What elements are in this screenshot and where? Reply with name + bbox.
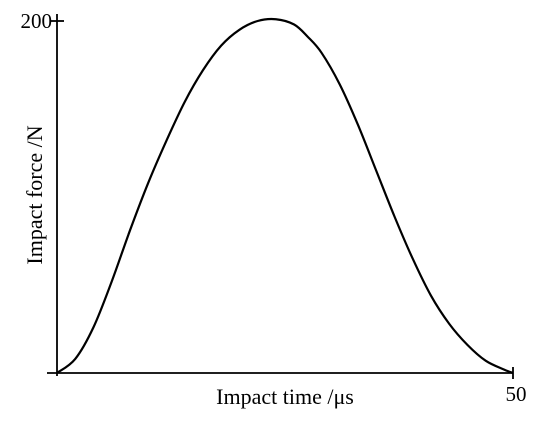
y-axis-label: Impact force /N	[22, 125, 47, 264]
x-tick-label: 50	[506, 382, 527, 406]
x-axis-label: Impact time /μs	[216, 384, 354, 409]
y-tick-label: 200	[21, 9, 53, 33]
impact-force-curve	[56, 17, 514, 375]
